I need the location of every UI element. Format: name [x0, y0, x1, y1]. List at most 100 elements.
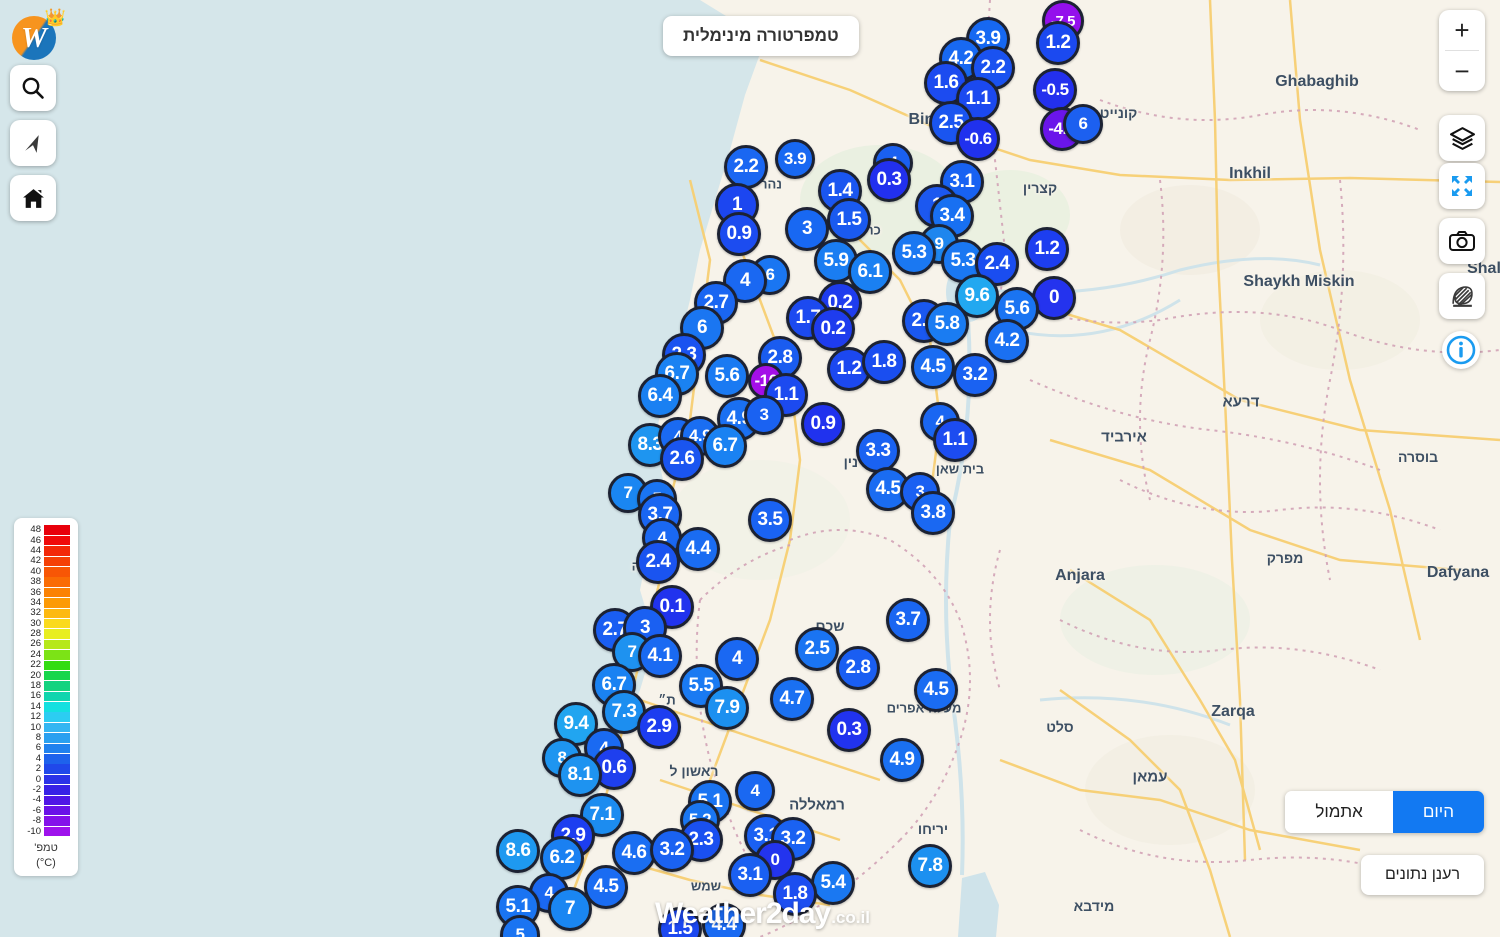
temperature-marker[interactable]: 4.5: [584, 865, 628, 909]
locate-button[interactable]: [10, 120, 56, 166]
temperature-marker[interactable]: 3.5: [748, 498, 792, 542]
legend-value: 46: [30, 534, 41, 546]
zoom-controls[interactable]: + −: [1439, 10, 1485, 91]
temperature-marker[interactable]: 2.4: [636, 540, 680, 584]
camera-button[interactable]: [1439, 218, 1485, 264]
today-button[interactable]: היום: [1392, 791, 1484, 833]
legend-swatch: [44, 691, 70, 702]
temperature-marker[interactable]: 1.1: [933, 418, 977, 462]
temperature-marker[interactable]: 2.9: [637, 705, 681, 749]
temperature-marker[interactable]: 4: [735, 771, 775, 811]
temperature-marker[interactable]: 0.9: [801, 402, 845, 446]
info-button[interactable]: [1442, 331, 1480, 369]
legend-swatch: [44, 764, 70, 774]
temperature-marker[interactable]: 1.5: [827, 198, 871, 242]
layers-button[interactable]: [1439, 115, 1485, 161]
temperature-marker[interactable]: 9.4: [554, 702, 598, 746]
temperature-marker[interactable]: 0: [1032, 276, 1076, 320]
temperature-marker[interactable]: 4.5: [914, 668, 958, 712]
legend-value: 22: [30, 659, 41, 671]
legend-value: -2: [32, 783, 41, 795]
temperature-marker[interactable]: 8.1: [558, 753, 602, 797]
temperature-marker[interactable]: 7.8: [908, 844, 952, 888]
temperature-marker[interactable]: 4: [723, 259, 767, 303]
temperature-marker[interactable]: 4.7: [770, 677, 814, 721]
temperature-marker[interactable]: 4.5: [911, 345, 955, 389]
temperature-marker[interactable]: 5.3: [892, 231, 936, 275]
temperature-marker[interactable]: 1.8: [862, 340, 906, 384]
temperature-marker[interactable]: 4.1: [638, 634, 682, 678]
temperature-marker[interactable]: 2.6: [660, 437, 704, 481]
temperature-marker[interactable]: 3.7: [886, 598, 930, 642]
refresh-data-button[interactable]: רענן נתונים: [1360, 855, 1484, 895]
temperature-marker[interactable]: 7: [548, 887, 592, 931]
temperature-marker[interactable]: 1.8: [773, 872, 817, 916]
temperature-marker[interactable]: 3: [744, 395, 784, 435]
legend-value: 14: [30, 700, 41, 712]
scribble-button[interactable]: [1439, 273, 1485, 319]
zoom-in-button[interactable]: +: [1454, 15, 1470, 45]
temperature-marker[interactable]: 3.1: [728, 853, 772, 897]
temperature-marker[interactable]: 5.8: [925, 302, 969, 346]
legend-swatch: [44, 629, 70, 639]
temperature-marker[interactable]: 4.6: [612, 831, 656, 875]
temperature-marker[interactable]: 6.7: [703, 424, 747, 468]
legend-value: 4: [35, 752, 41, 764]
search-button[interactable]: [10, 65, 56, 111]
temperature-marker[interactable]: 4.2: [985, 319, 1029, 363]
legend-value: 48: [30, 524, 41, 536]
temperature-marker[interactable]: 4.4: [702, 903, 746, 937]
temperature-marker[interactable]: 3.2: [650, 828, 694, 872]
temperature-marker[interactable]: 9.6: [955, 274, 999, 318]
temperature-marker[interactable]: -0.6: [956, 117, 1000, 161]
temperature-marker[interactable]: -0.5: [1033, 68, 1077, 112]
temperature-marker[interactable]: 5.4: [811, 861, 855, 905]
yesterday-button[interactable]: אתמול: [1285, 791, 1393, 833]
temperature-marker[interactable]: 3.8: [911, 491, 955, 535]
temperature-marker[interactable]: 0.2: [811, 307, 855, 351]
temperature-marker[interactable]: 2.5: [795, 627, 839, 671]
temperature-marker[interactable]: 3.2: [953, 353, 997, 397]
temperature-marker[interactable]: 1.2: [1036, 21, 1080, 65]
brand-logo[interactable]: W 👑: [10, 8, 66, 60]
legend-swatch: [44, 618, 70, 629]
temperature-marker[interactable]: 2.2: [724, 145, 768, 189]
fullscreen-button[interactable]: [1439, 163, 1485, 209]
zoom-out-button[interactable]: −: [1454, 56, 1470, 86]
legend-value: 34: [30, 596, 41, 608]
temperature-marker[interactable]: 2.8: [836, 646, 880, 690]
temperature-marker[interactable]: 0.3: [867, 158, 911, 202]
locate-icon: [24, 134, 39, 153]
temperature-marker[interactable]: 5.6: [705, 354, 749, 398]
temperature-marker[interactable]: 0.3: [827, 708, 871, 752]
legend-swatch: [44, 660, 70, 671]
temperature-marker[interactable]: 4: [715, 637, 759, 681]
temperature-marker[interactable]: 4.9: [880, 738, 924, 782]
temperature-marker[interactable]: 6.4: [638, 374, 682, 418]
temperature-marker[interactable]: 0.9: [717, 212, 761, 256]
legend-value: 26: [30, 638, 41, 650]
legend-swatch: [44, 535, 70, 546]
temperature-marker[interactable]: 1.5: [658, 907, 702, 937]
home-button[interactable]: [10, 175, 56, 221]
logo-letter: W: [21, 21, 47, 54]
legend-value: 44: [30, 544, 41, 556]
temperature-marker[interactable]: 3.9: [775, 139, 815, 179]
legend-swatch: [44, 598, 70, 608]
legend-row: 42: [22, 556, 70, 567]
temperature-marker[interactable]: 2.4: [975, 242, 1019, 286]
temperature-marker[interactable]: 4.4: [676, 527, 720, 571]
legend-swatch: [44, 702, 70, 712]
temperature-marker[interactable]: 6: [1063, 104, 1103, 144]
temperature-marker[interactable]: 1.2: [1025, 227, 1069, 271]
temperature-marker[interactable]: 0.1: [650, 585, 694, 629]
legend-value: -6: [32, 804, 41, 816]
temperature-marker[interactable]: 3.3: [856, 429, 900, 473]
home-icon: [22, 188, 44, 208]
temperature-marker[interactable]: 8.6: [496, 829, 540, 873]
legend-swatch: [44, 546, 70, 556]
day-toggle[interactable]: אתמול היום: [1285, 791, 1484, 833]
temperature-marker[interactable]: 7.9: [705, 686, 749, 730]
legend-value: 30: [30, 617, 41, 629]
